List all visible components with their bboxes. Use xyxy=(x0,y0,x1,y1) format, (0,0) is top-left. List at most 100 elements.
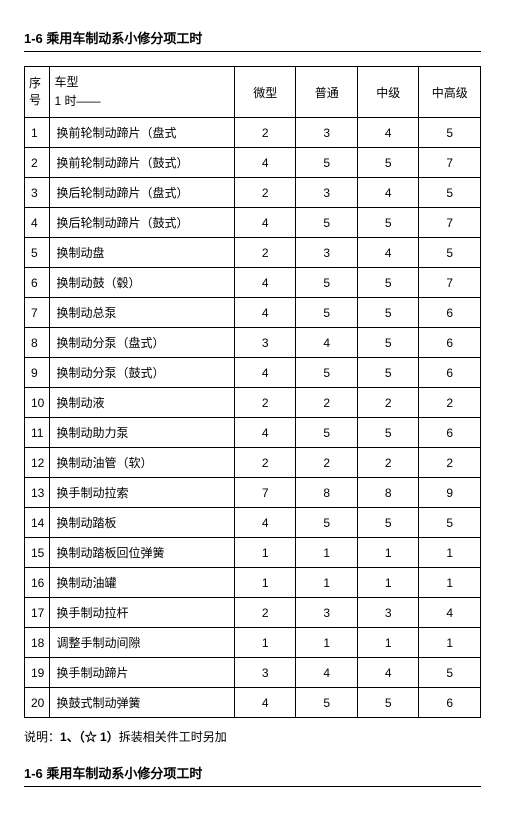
row-value: 1 xyxy=(419,538,481,568)
row-value: 2 xyxy=(234,178,296,208)
row-index: 7 xyxy=(25,298,50,328)
table-row: 8换制动分泵（盘式）3456 xyxy=(25,328,481,358)
row-value: 4 xyxy=(234,208,296,238)
row-item-name: 换手制动拉索 xyxy=(50,478,235,508)
note-prefix: 说明： xyxy=(24,730,60,744)
page-title-2: 1-6 乘用车制动系小修分项工时 xyxy=(24,763,481,782)
row-index: 11 xyxy=(25,418,50,448)
row-index: 1 xyxy=(25,118,50,148)
table-row: 5换制动盘2345 xyxy=(25,238,481,268)
row-index: 2 xyxy=(25,148,50,178)
row-value: 2 xyxy=(357,388,419,418)
table-row: 9换制动分泵（鼓式）4556 xyxy=(25,358,481,388)
row-value: 3 xyxy=(296,118,358,148)
row-value: 3 xyxy=(296,238,358,268)
row-value: 7 xyxy=(419,208,481,238)
row-value: 5 xyxy=(419,508,481,538)
table-row: 19换手制动蹄片3445 xyxy=(25,658,481,688)
row-value: 1 xyxy=(234,628,296,658)
row-index: 8 xyxy=(25,328,50,358)
row-value: 3 xyxy=(357,598,419,628)
table-row: 12换制动油管（软）2222 xyxy=(25,448,481,478)
row-value: 6 xyxy=(419,358,481,388)
row-item-name: 换前轮制动蹄片（盘式 xyxy=(50,118,235,148)
row-value: 1 xyxy=(419,628,481,658)
row-value: 2 xyxy=(234,388,296,418)
row-value: 5 xyxy=(419,118,481,148)
row-index: 14 xyxy=(25,508,50,538)
row-value: 1 xyxy=(296,538,358,568)
title-rule-2 xyxy=(24,786,481,787)
row-value: 4 xyxy=(234,148,296,178)
row-item-name: 换制动油罐 xyxy=(50,568,235,598)
row-index: 19 xyxy=(25,658,50,688)
row-value: 3 xyxy=(234,328,296,358)
row-index: 16 xyxy=(25,568,50,598)
row-value: 3 xyxy=(234,658,296,688)
row-value: 8 xyxy=(357,478,419,508)
row-item-name: 换制动助力泵 xyxy=(50,418,235,448)
header-col-2: 中级 xyxy=(357,67,419,118)
note-rest: 拆装相关件工时另加 xyxy=(119,730,227,744)
row-value: 4 xyxy=(357,118,419,148)
labor-hours-table: 序号 车型 1 时—— 微型 普通 中级 中高级 1换前轮制动蹄片（盘式2345… xyxy=(24,66,481,718)
row-item-name: 换制动分泵（鼓式） xyxy=(50,358,235,388)
table-row: 13换手制动拉索7889 xyxy=(25,478,481,508)
row-index: 20 xyxy=(25,688,50,718)
row-index: 4 xyxy=(25,208,50,238)
row-value: 4 xyxy=(357,238,419,268)
table-row: 3换后轮制动蹄片（盘式）2345 xyxy=(25,178,481,208)
row-value: 1 xyxy=(419,568,481,598)
row-value: 5 xyxy=(296,268,358,298)
table-row: 10换制动液2222 xyxy=(25,388,481,418)
row-index: 5 xyxy=(25,238,50,268)
table-row: 16换制动油罐1111 xyxy=(25,568,481,598)
row-value: 5 xyxy=(357,328,419,358)
row-value: 4 xyxy=(234,688,296,718)
row-value: 5 xyxy=(419,238,481,268)
row-value: 7 xyxy=(419,148,481,178)
table-row: 15换制动踏板回位弹簧1111 xyxy=(25,538,481,568)
row-value: 5 xyxy=(419,658,481,688)
row-value: 5 xyxy=(296,358,358,388)
row-index: 10 xyxy=(25,388,50,418)
row-value: 3 xyxy=(296,598,358,628)
table-row: 1换前轮制动蹄片（盘式2345 xyxy=(25,118,481,148)
row-value: 2 xyxy=(234,448,296,478)
row-value: 1 xyxy=(234,568,296,598)
row-value: 5 xyxy=(296,418,358,448)
row-value: 5 xyxy=(296,688,358,718)
header-model-line2: 1 时—— xyxy=(54,92,230,111)
header-seq: 序号 xyxy=(25,67,50,118)
row-item-name: 换手制动拉杆 xyxy=(50,598,235,628)
header-col-1: 普通 xyxy=(296,67,358,118)
row-value: 5 xyxy=(357,148,419,178)
table-header-row: 序号 车型 1 时—— 微型 普通 中级 中高级 xyxy=(25,67,481,118)
row-value: 4 xyxy=(234,418,296,448)
row-item-name: 换制动总泵 xyxy=(50,298,235,328)
table-row: 4换后轮制动蹄片（鼓式）4557 xyxy=(25,208,481,238)
title-rule xyxy=(24,51,481,52)
row-item-name: 换前轮制动蹄片（鼓式） xyxy=(50,148,235,178)
row-value: 4 xyxy=(296,328,358,358)
row-value: 3 xyxy=(296,178,358,208)
row-value: 5 xyxy=(419,178,481,208)
footnote: 说明：1、（☆ 1）拆装相关件工时另加 xyxy=(24,728,481,745)
row-value: 2 xyxy=(419,448,481,478)
row-value: 9 xyxy=(419,478,481,508)
row-value: 5 xyxy=(357,298,419,328)
table-row: 14换制动踏板4555 xyxy=(25,508,481,538)
table-row: 2换前轮制动蹄片（鼓式）4557 xyxy=(25,148,481,178)
row-index: 6 xyxy=(25,268,50,298)
row-item-name: 换制动鼓（毂） xyxy=(50,268,235,298)
row-value: 5 xyxy=(357,508,419,538)
row-index: 9 xyxy=(25,358,50,388)
row-value: 5 xyxy=(296,148,358,178)
row-value: 5 xyxy=(357,688,419,718)
table-row: 6换制动鼓（毂）4557 xyxy=(25,268,481,298)
row-item-name: 换制动踏板回位弹簧 xyxy=(50,538,235,568)
row-value: 1 xyxy=(357,568,419,598)
row-index: 17 xyxy=(25,598,50,628)
row-value: 1 xyxy=(234,538,296,568)
row-value: 5 xyxy=(357,268,419,298)
